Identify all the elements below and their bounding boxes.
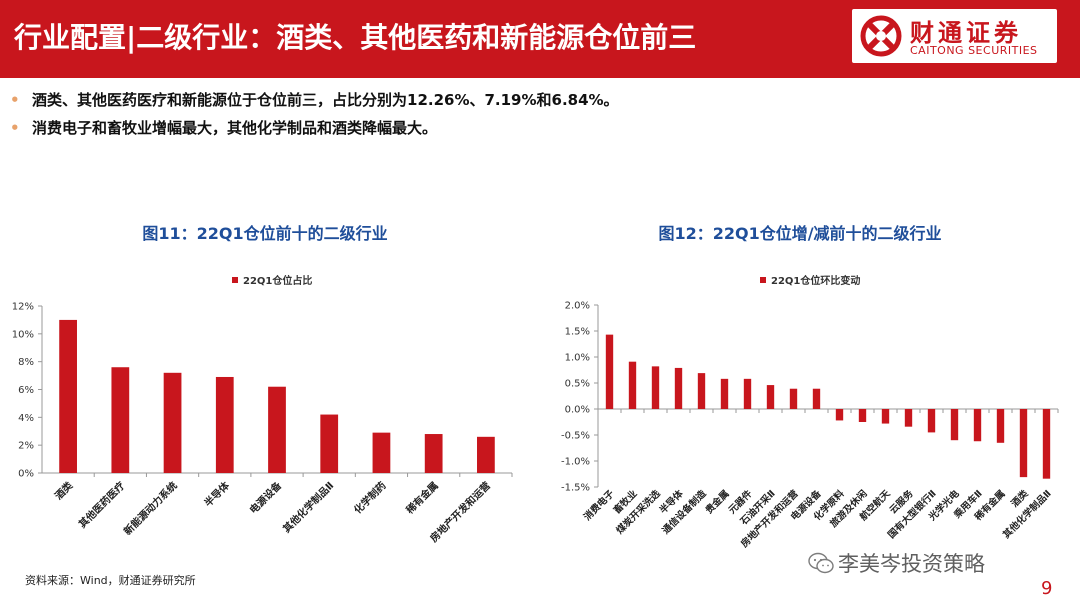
y-tick-label: 1.5% (565, 327, 590, 338)
bar (789, 388, 798, 409)
page-number: 9 (1041, 578, 1053, 599)
company-logo: 财通证券 CAITONG SECURITIES (852, 9, 1057, 63)
watermark-text: 李美岑投资策略 (838, 552, 985, 576)
bar (697, 373, 706, 409)
legend-label: 22Q1仓位占比 (243, 276, 313, 287)
y-tick-label: -1.5% (561, 483, 590, 494)
bar (812, 388, 821, 409)
bar (59, 319, 77, 473)
y-tick-label: -1.0% (561, 457, 590, 468)
y-tick-label: 2% (18, 441, 34, 452)
bar (835, 409, 844, 421)
bullet-dot-icon: • (10, 91, 20, 109)
bar (424, 434, 443, 473)
y-tick-label: -0.5% (561, 431, 590, 442)
y-tick-label: 12% (12, 302, 34, 313)
y-tick-label: 8% (18, 357, 34, 368)
bar (720, 378, 729, 409)
chart-2-title: 图12：22Q1仓位增/减前十的二级行业 (658, 224, 942, 243)
bar (766, 385, 775, 409)
legend-label: 22Q1仓位环比变动 (771, 276, 861, 287)
bar (674, 367, 683, 409)
x-tick-label: 贵金属 (703, 488, 732, 517)
bar (215, 376, 234, 473)
logo-text-cn: 财通证券 (910, 19, 1022, 47)
page-title: 行业配置|二级行业：酒类、其他医药和新能源仓位前三 (14, 21, 697, 54)
bar (950, 409, 959, 441)
bar (1042, 409, 1051, 479)
bar (904, 409, 913, 427)
y-tick-label: 0.5% (565, 379, 590, 390)
chart-1-title: 图11：22Q1仓位前十的二级行业 (142, 224, 388, 243)
y-tick-label: 10% (12, 329, 34, 340)
bar (743, 378, 752, 409)
legend-swatch (760, 277, 766, 283)
bullet-text: 消费电子和畜牧业增幅最大，其他化学制品和酒类降幅最大。 (32, 119, 438, 137)
summary-bullets: • 酒类、其他医药医疗和新能源位于仓位前三，占比分别为12.26%、7.19%和… (10, 88, 1070, 144)
bar (163, 372, 182, 473)
chart-2-legend: 22Q1仓位环比变动 (760, 272, 860, 287)
bullet-text: 酒类、其他医药医疗和新能源位于仓位前三，占比分别为12.26%、7.19%和6.… (32, 91, 619, 109)
bar (858, 409, 867, 422)
chart-1-legend: 22Q1仓位占比 (232, 272, 312, 287)
legend-swatch (232, 277, 238, 283)
bar (973, 409, 982, 442)
bar (111, 367, 130, 473)
bar (927, 409, 936, 433)
bar (651, 366, 660, 409)
y-tick-label: 0% (18, 469, 34, 480)
y-tick-label: 2.0% (565, 301, 590, 312)
bar (320, 414, 339, 473)
bar (268, 386, 286, 473)
y-tick-label: 4% (18, 413, 34, 424)
bar (477, 436, 495, 473)
header-banner: 行业配置|二级行业：酒类、其他医药和新能源仓位前三 财通证券 CAITONG S… (0, 0, 1080, 78)
y-tick-label: 6% (18, 385, 34, 396)
bullet-dot-icon: • (10, 119, 20, 137)
y-tick-label: 0.0% (565, 405, 590, 416)
logo-text-en: CAITONG SECURITIES (910, 44, 1038, 57)
bullet-item: • 酒类、其他医药医疗和新能源位于仓位前三，占比分别为12.26%、7.19%和… (10, 88, 1070, 116)
y-tick-label: 1.0% (565, 353, 590, 364)
wechat-icon (808, 552, 834, 574)
bar (605, 334, 614, 409)
bar (996, 409, 1005, 443)
watermark: 李美岑投资策略 (808, 548, 985, 578)
source-note: 资料来源：Wind，财通证券研究所 (25, 574, 196, 587)
bar (372, 432, 391, 473)
bullet-item: • 消费电子和畜牧业增幅最大，其他化学制品和酒类降幅最大。 (10, 116, 1070, 144)
bar (881, 409, 890, 424)
bar (628, 361, 637, 409)
bar (1019, 409, 1028, 478)
logo-emblem-icon (860, 15, 902, 57)
